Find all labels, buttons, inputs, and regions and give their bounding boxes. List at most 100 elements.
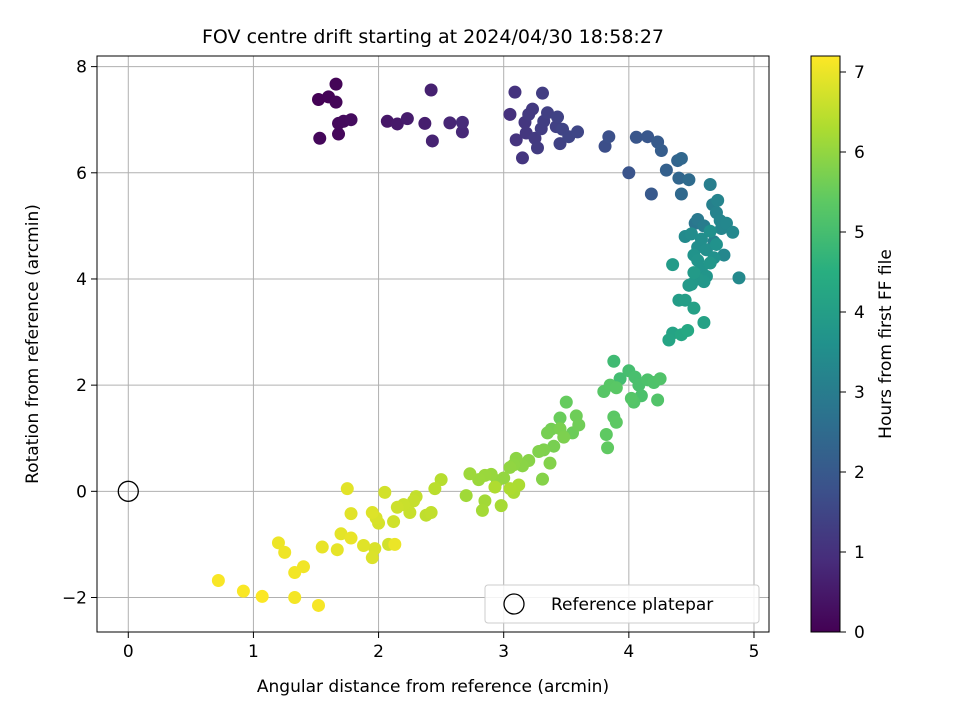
data-point [571, 125, 585, 139]
scatter-points [211, 77, 746, 612]
data-point [463, 467, 477, 481]
data-point [607, 354, 621, 368]
data-point [553, 411, 567, 425]
data-point [609, 415, 623, 429]
data-point [629, 130, 643, 144]
data-point [541, 426, 555, 440]
x-tick-label: 5 [749, 642, 760, 662]
data-point [682, 173, 696, 187]
colorbar-tick-label: 5 [854, 223, 865, 243]
data-point [455, 115, 469, 129]
data-point [278, 545, 292, 559]
data-point [236, 584, 250, 598]
data-point [271, 536, 285, 550]
data-point [424, 506, 438, 520]
data-point [674, 187, 688, 201]
data-point [703, 224, 717, 238]
data-point [682, 278, 696, 292]
data-point [387, 515, 401, 529]
data-point [503, 482, 517, 496]
data-point [684, 227, 698, 241]
colorbar: 0 1 2 3 4 5 6 7 Hours from first FF file [810, 55, 896, 643]
data-point [709, 237, 723, 251]
y-tick-label: 4 [76, 270, 87, 290]
y-axis-ticks: −2 0 2 4 6 8 [62, 58, 97, 608]
grid-lines [97, 56, 769, 632]
data-point [311, 598, 325, 612]
data-point [541, 106, 555, 120]
data-point [644, 187, 658, 201]
colorbar-gradient [810, 55, 841, 633]
data-point [602, 130, 616, 144]
data-point [340, 482, 354, 496]
data-point [726, 225, 740, 239]
x-tick-label: 2 [373, 642, 384, 662]
data-point [365, 551, 379, 565]
data-point [732, 271, 746, 285]
x-axis-label: Angular distance from reference (arcmin) [257, 677, 609, 697]
colorbar-tick-label: 0 [854, 623, 865, 643]
data-point [672, 171, 686, 185]
data-point [530, 141, 544, 155]
data-point [388, 537, 402, 551]
data-point [641, 130, 655, 144]
data-point [494, 499, 508, 513]
data-point [407, 494, 421, 508]
colorbar-tick-label: 2 [854, 463, 865, 483]
legend: Reference platepar [484, 584, 760, 624]
colorbar-label: Hours from first FF file [876, 249, 896, 439]
data-point [390, 117, 404, 131]
colorbar-tick-label: 7 [854, 63, 865, 83]
colorbar-tick-label: 4 [854, 303, 865, 323]
data-point [711, 193, 725, 207]
data-point [329, 77, 343, 91]
data-point [697, 315, 711, 329]
data-point [459, 489, 473, 503]
data-point [601, 441, 615, 455]
data-point [678, 293, 692, 307]
x-tick-label: 0 [123, 642, 134, 662]
data-point [344, 531, 358, 545]
data-point [666, 258, 680, 272]
data-point [380, 114, 394, 128]
data-point [674, 151, 688, 165]
data-point [488, 480, 502, 494]
data-point [390, 500, 404, 514]
plot-frame [96, 55, 770, 633]
data-point [532, 445, 546, 459]
y-tick-label: 2 [76, 376, 87, 396]
legend-marker-icon [503, 593, 525, 615]
reference-marker [117, 480, 139, 502]
data-point [475, 503, 489, 517]
data-point [443, 116, 457, 130]
data-point [315, 540, 329, 554]
chart-title: FOV centre drift starting at 2024/04/30 … [202, 26, 664, 48]
data-point [503, 460, 517, 474]
data-point [418, 116, 432, 130]
data-point [547, 439, 561, 453]
data-point [508, 85, 522, 99]
y-tick-label: −2 [62, 588, 87, 608]
colorbar-tick-label: 6 [854, 143, 865, 163]
data-point [288, 566, 302, 580]
data-point [535, 86, 549, 100]
data-point [553, 137, 567, 151]
data-point [378, 485, 392, 499]
data-point [329, 95, 343, 109]
colorbar-tick-label: 1 [854, 543, 865, 563]
data-point [525, 102, 539, 116]
data-point [330, 543, 344, 557]
data-point [653, 372, 667, 386]
legend-box [484, 584, 760, 624]
data-point [717, 248, 731, 262]
data-point [515, 151, 529, 165]
data-point [344, 507, 358, 521]
data-point [703, 256, 717, 270]
data-point [509, 133, 523, 147]
data-point [681, 323, 695, 337]
data-point [624, 391, 638, 405]
data-point [313, 131, 327, 145]
data-point [332, 127, 346, 141]
